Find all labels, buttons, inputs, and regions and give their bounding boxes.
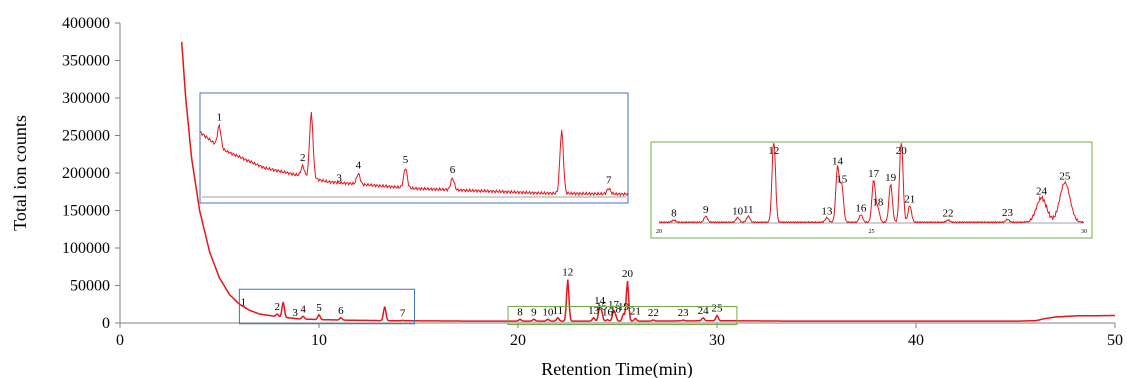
peak-label: 10 bbox=[542, 306, 554, 318]
inset-peak-label: 25 bbox=[1059, 170, 1071, 182]
inset-peak-label: 1 bbox=[217, 112, 223, 124]
inset-peak-label: 8 bbox=[671, 208, 677, 220]
y-tick-label: 300000 bbox=[62, 90, 110, 107]
peak-label: 4 bbox=[300, 303, 306, 315]
peak-label: 24 bbox=[698, 305, 710, 317]
x-tick-label: 0 bbox=[116, 332, 124, 349]
inset-peak-label: 10 bbox=[732, 205, 744, 217]
inset-peak-label: 19 bbox=[885, 172, 897, 184]
peak-label: 18 bbox=[610, 303, 622, 315]
y-tick-label: 250000 bbox=[62, 128, 110, 145]
peak-label: 13 bbox=[588, 305, 600, 317]
inset-tick-label: 20 bbox=[656, 229, 662, 235]
inset-peak-label: 24 bbox=[1036, 186, 1048, 198]
peak-label: 9 bbox=[531, 306, 537, 318]
x-tick-label: 50 bbox=[1107, 332, 1123, 349]
highlight-boxes bbox=[238, 288, 738, 325]
inset-peak-label: 23 bbox=[1002, 207, 1014, 219]
y-tick-label: 50000 bbox=[70, 278, 110, 295]
y-axis-label: Total ion counts bbox=[10, 115, 30, 231]
peak-label: 25 bbox=[712, 303, 724, 315]
peak-label: 1 bbox=[241, 297, 247, 309]
x-tick-label: 40 bbox=[908, 332, 924, 349]
highlight-box bbox=[507, 306, 738, 325]
x-tick-label: 10 bbox=[311, 332, 327, 349]
inset-peak-label: 2 bbox=[300, 152, 306, 164]
peak-label: 16 bbox=[602, 307, 614, 319]
inset-trace bbox=[199, 111, 629, 197]
y-tick-label: 150000 bbox=[62, 203, 110, 220]
y-tick-labels: 0 50000 100000 150000 200000 250000 300000 3500… bbox=[62, 15, 120, 332]
inset-tick-label: 25 bbox=[869, 229, 875, 235]
inset-peak-label: 6 bbox=[450, 164, 456, 176]
inset-peak-label: 16 bbox=[855, 202, 867, 214]
inset-peak-label: 9 bbox=[703, 204, 709, 216]
main-trace bbox=[180, 41, 1115, 322]
tic-trace bbox=[180, 41, 1115, 322]
y-tick-label: 200000 bbox=[62, 165, 110, 182]
peak-label: 14 bbox=[594, 295, 606, 307]
peak-label: 7 bbox=[400, 307, 406, 319]
highlight-box bbox=[238, 288, 416, 325]
peak-label: 21 bbox=[630, 306, 641, 318]
peak-label: 17 bbox=[608, 299, 620, 311]
inset-peak-label: 18 bbox=[872, 196, 884, 208]
inset-peak-label: 15 bbox=[836, 174, 848, 186]
inset-peak-label: 12 bbox=[768, 145, 779, 157]
peak-label: 20 bbox=[622, 268, 634, 280]
inset-peak-label: 22 bbox=[943, 208, 954, 220]
inset-peak-label: 17 bbox=[868, 168, 880, 180]
inset-peak-label: 5 bbox=[403, 154, 409, 166]
inset-frame bbox=[199, 92, 629, 204]
x-tick-label: 30 bbox=[709, 332, 725, 349]
inset-trace bbox=[658, 143, 1085, 224]
peak-label: 5 bbox=[316, 302, 322, 314]
peak-label: 3 bbox=[292, 307, 298, 319]
inset-peak-label: 21 bbox=[904, 193, 915, 205]
inset-frame bbox=[650, 141, 1093, 239]
peak-label: 23 bbox=[678, 307, 690, 319]
y-tick-label: 400000 bbox=[62, 15, 110, 32]
inset-peak-label: 4 bbox=[356, 159, 362, 171]
y-tick-label: 100000 bbox=[62, 240, 110, 257]
x-axis-label: Retention Time(min) bbox=[541, 359, 693, 378]
x-tick-labels: 0 10 20 30 40 50 bbox=[116, 323, 1123, 349]
peak-label: 6 bbox=[338, 305, 344, 317]
peak-label: 12 bbox=[562, 267, 573, 279]
y-tick-label: 350000 bbox=[62, 53, 110, 70]
inset-peak-label: 13 bbox=[821, 205, 833, 217]
inset-early-region: 1 2 3 4 5 6 7 bbox=[199, 92, 629, 204]
inset-peak-label: 20 bbox=[896, 145, 908, 157]
peak-label: 22 bbox=[648, 307, 659, 319]
inset-peak-label: 3 bbox=[336, 173, 342, 185]
inset-peak-label: 7 bbox=[606, 174, 612, 186]
inset-peak-label: 14 bbox=[832, 155, 844, 167]
inset-tick-label: 30 bbox=[1081, 229, 1087, 235]
x-tick-label: 20 bbox=[510, 332, 526, 349]
inset-peak-label: 11 bbox=[743, 204, 754, 216]
peak-label: 11 bbox=[553, 305, 564, 317]
peak-label: 8 bbox=[517, 306, 523, 318]
y-tick-label: 0 bbox=[102, 315, 110, 332]
peak-label: 2 bbox=[274, 301, 280, 313]
